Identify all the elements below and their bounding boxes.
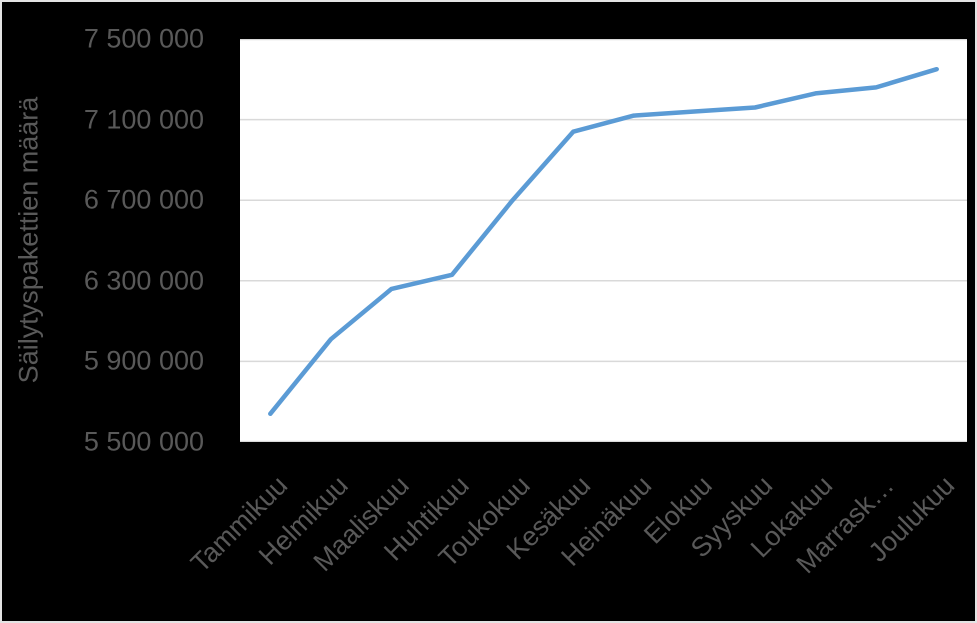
y-tick-label: 6 700 000 [83, 184, 204, 215]
plot-area [240, 39, 967, 442]
y-tick-label: 7 100 000 [83, 104, 204, 135]
chart-canvas [240, 39, 967, 442]
y-tick-label: 6 300 000 [83, 265, 204, 296]
y-axis-title: Säilytyspakettien määrä [13, 96, 44, 384]
y-tick-label: 5 900 000 [83, 345, 204, 376]
series-line [268, 66, 939, 417]
y-tick-label: 5 500 000 [83, 426, 204, 457]
y-tick-label: 7 500 000 [83, 23, 204, 54]
